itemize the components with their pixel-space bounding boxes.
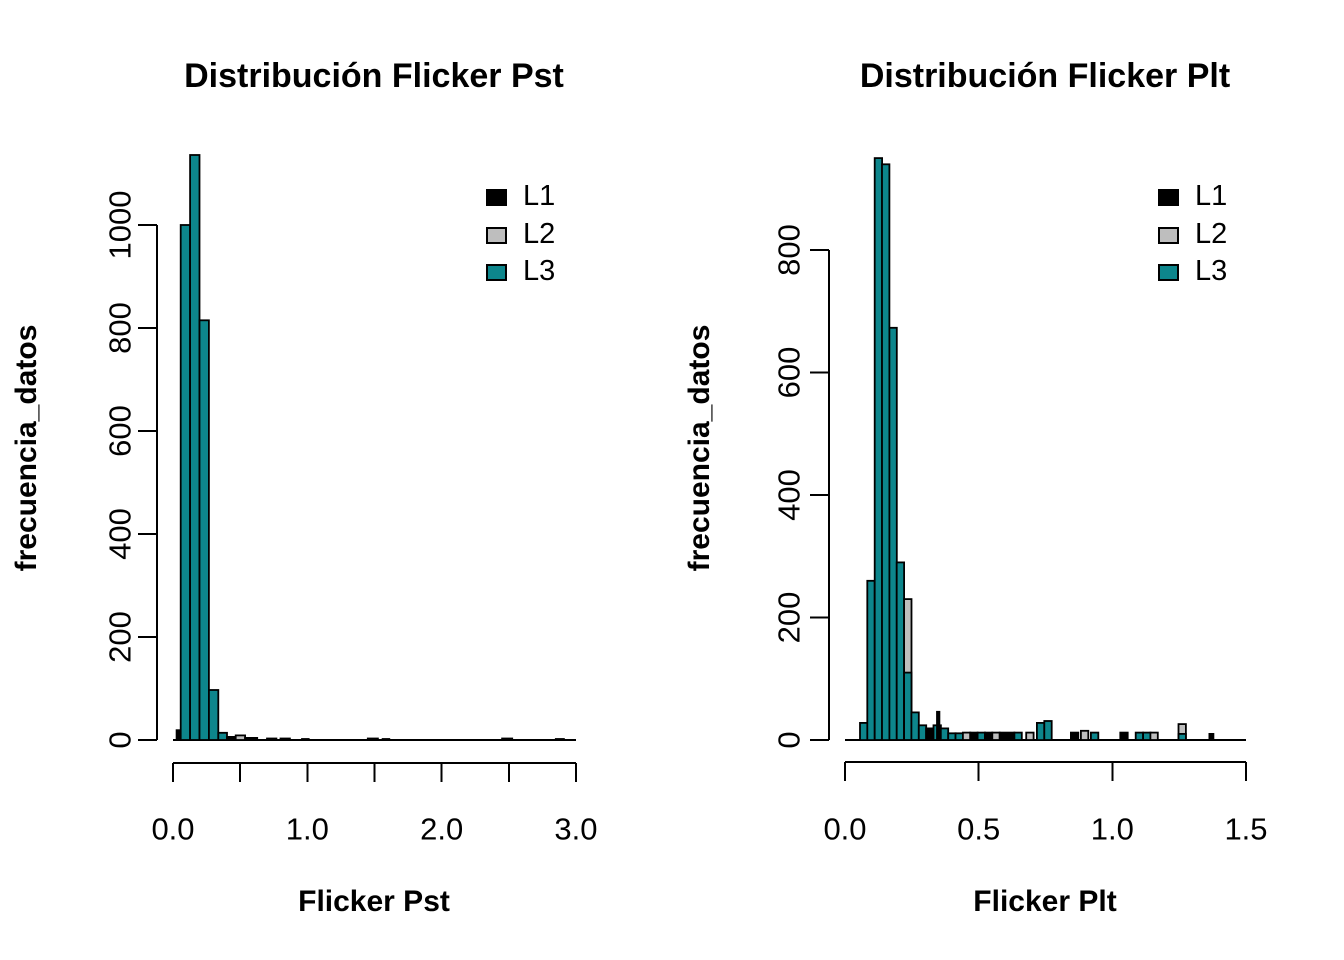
legend-swatch-l1-icon — [1158, 189, 1179, 206]
histogram-bar-l3 — [1134, 731, 1144, 741]
histogram-bar-l3 — [954, 732, 964, 741]
y-tick-label: 800 — [103, 302, 138, 354]
histogram-bar-l1 — [936, 710, 941, 741]
histogram-bar-l3 — [1090, 731, 1100, 741]
histogram-bar-l2 — [991, 731, 1001, 741]
y-tick-label: 800 — [772, 224, 807, 276]
histogram-bar-l1 — [1208, 733, 1215, 741]
histogram-bar-l1 — [381, 738, 391, 741]
histogram-bar-l1 — [1070, 731, 1080, 741]
y-tick-label: 400 — [103, 508, 138, 560]
x-tick-label: 0.5 — [957, 812, 1000, 847]
histogram-bar-l2 — [1025, 731, 1035, 741]
legend-label-l3: L3 — [1195, 255, 1228, 287]
histogram-bar-l1 — [984, 731, 994, 741]
y-tick-label: 200 — [772, 592, 807, 644]
histogram-bar-l1 — [226, 736, 237, 741]
histogram-bar-l1 — [279, 737, 291, 741]
histogram-bar-l1 — [366, 737, 379, 741]
histogram-bar-l3 — [888, 326, 898, 741]
histogram-bar-l3 — [903, 671, 913, 741]
histogram-bar-l1 — [501, 737, 514, 741]
y-tick-label: 0 — [103, 731, 138, 748]
histogram-bar-l1 — [925, 727, 935, 741]
histogram-bar-l3 — [866, 579, 876, 741]
x-tick-label: 3.0 — [554, 812, 597, 847]
y-axis-label-plt: frecuencia_datos — [683, 324, 716, 572]
histogram-bar-l1 — [244, 737, 259, 741]
histogram-bar-l3 — [217, 731, 228, 741]
histogram-bar-l3 — [1177, 733, 1187, 741]
y-tick-label: 0 — [772, 731, 807, 748]
x-tick-label: 1.0 — [286, 812, 329, 847]
histogram-bar-l3 — [947, 732, 957, 741]
legend-swatch-l2-icon — [486, 227, 507, 244]
x-tick-label: 0.0 — [151, 812, 194, 847]
histogram-bar-l3 — [895, 561, 906, 741]
legend-swatch-l1-icon — [486, 189, 507, 206]
histogram-bar-l2 — [1080, 729, 1090, 741]
histogram-bar-l3 — [1142, 731, 1152, 741]
histogram-bar-l1 — [554, 738, 565, 741]
histogram-bar-l2 — [234, 734, 246, 741]
x-tick-label: 0.0 — [823, 812, 866, 847]
histogram-bar-l3 — [873, 157, 884, 741]
x-tick-label: 1.5 — [1224, 812, 1267, 847]
y-axis-label-pst: frecuencia_datos — [10, 324, 43, 572]
legend-label-l2: L2 — [523, 218, 556, 250]
histogram-bar-l1 — [301, 738, 310, 741]
legend-label-l1: L1 — [523, 180, 556, 212]
x-axis-label-plt: Flicker Plt — [973, 885, 1117, 918]
histogram-bar-l2 — [1149, 731, 1159, 741]
y-tick-label: 600 — [772, 347, 807, 399]
legend-swatch-l3-icon — [486, 264, 507, 281]
histogram-bar-l3 — [910, 711, 920, 741]
legend-label-l3: L3 — [523, 255, 556, 287]
chart-title-plt: Distribución Flicker Plt — [859, 57, 1231, 95]
histogram-bar-l3 — [939, 727, 950, 741]
x-tick-label: 2.0 — [420, 812, 463, 847]
chart-title-pst: Distribución Flicker Pst — [184, 57, 564, 95]
histogram-bar-l3 — [179, 224, 191, 741]
legend-label-l1: L1 — [1195, 180, 1228, 212]
histogram-bar-l3 — [198, 319, 210, 741]
histogram-bar-l1 — [1119, 731, 1129, 741]
histogram-bar-l3 — [917, 724, 928, 741]
x-tick-label: 1.0 — [1091, 812, 1134, 847]
histogram-bar-l3 — [189, 154, 201, 741]
y-tick-label: 200 — [103, 611, 138, 663]
histogram-bar-l3 — [207, 689, 220, 741]
y-tick-label: 600 — [103, 405, 138, 457]
histogram-bar-l3 — [1036, 722, 1046, 742]
histogram-bar-l1 — [969, 731, 979, 741]
y-tick-label: 1000 — [103, 191, 138, 260]
legend-label-l2: L2 — [1195, 218, 1228, 250]
histogram-bar-l1 — [998, 731, 1016, 741]
histogram-bar-l3 — [859, 722, 869, 742]
histogram-bar-l3 — [1043, 720, 1053, 741]
y-tick-label: 400 — [772, 469, 807, 521]
histogram-bar-l3 — [976, 731, 986, 741]
x-axis-label-pst: Flicker Pst — [298, 885, 450, 918]
legend-swatch-l3-icon — [1158, 264, 1179, 281]
histogram-bar-l2 — [962, 731, 972, 741]
legend-swatch-l2-icon — [1158, 227, 1179, 244]
histogram-bar-l1 — [266, 737, 278, 741]
histogram-bar-l3 — [881, 163, 891, 741]
histogram-bar-l3 — [1013, 731, 1023, 741]
